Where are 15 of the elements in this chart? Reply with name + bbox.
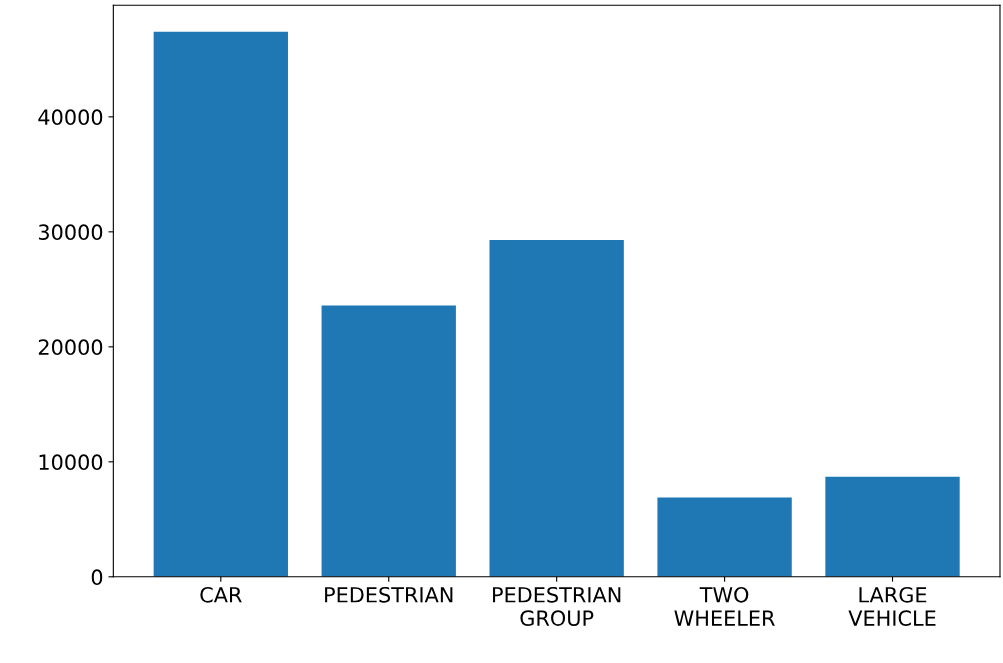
bar: [657, 497, 792, 577]
bar: [489, 239, 624, 577]
bar: [825, 476, 960, 577]
x-tick-label: CAR: [200, 586, 242, 603]
x-tick-label: PEDESTRIAN: [325, 586, 453, 603]
bar: [321, 305, 456, 577]
y-tick-label: 20000: [38, 339, 103, 356]
y-tick-label: 30000: [38, 224, 103, 241]
x-tick-label: LARGE VEHICLE: [848, 586, 936, 626]
y-tick-label: 0: [91, 569, 103, 586]
y-tick-label: 10000: [39, 454, 103, 471]
bar: [153, 31, 288, 577]
y-tick-label: 40000: [38, 109, 103, 126]
x-tick-label: PEDESTRIAN GROUP: [493, 586, 621, 626]
x-tick-label: TWO WHEELER: [674, 586, 775, 626]
